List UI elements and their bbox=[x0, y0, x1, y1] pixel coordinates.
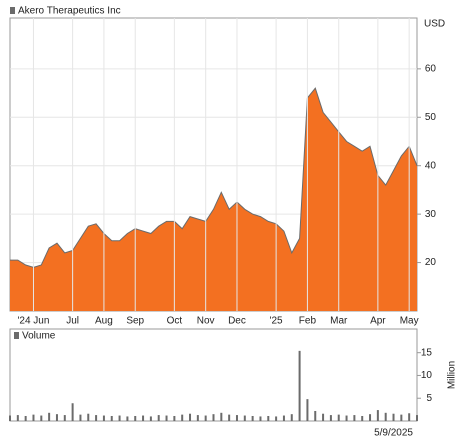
chart-title: Akero Therapeutics Inc bbox=[18, 6, 121, 17]
volume-bar bbox=[48, 412, 51, 421]
volume-bar bbox=[16, 415, 19, 421]
volume-bar bbox=[314, 410, 317, 421]
volume-bar bbox=[181, 414, 184, 421]
volume-bar bbox=[71, 403, 74, 421]
y-tick-label: 5 bbox=[426, 393, 432, 404]
volume-bar bbox=[408, 413, 411, 421]
x-tick-label: Jul bbox=[66, 316, 79, 327]
volume-bar bbox=[196, 415, 199, 421]
y-tick-label: 30 bbox=[425, 209, 437, 220]
volume-bar bbox=[110, 415, 113, 421]
volume-bar bbox=[165, 415, 168, 421]
volume-bar bbox=[157, 415, 160, 421]
volume-bar bbox=[55, 414, 58, 421]
volume-title: Volume bbox=[22, 331, 56, 342]
x-tick-label: May bbox=[400, 316, 419, 327]
title-marker bbox=[10, 7, 15, 14]
volume-bar bbox=[102, 415, 105, 421]
x-tick-label: Apr bbox=[370, 316, 386, 327]
volume-bar bbox=[204, 415, 207, 421]
y-tick-label: 20 bbox=[425, 257, 437, 268]
volume-bar bbox=[306, 399, 309, 421]
volume-bar bbox=[322, 413, 325, 421]
volume-bar bbox=[384, 412, 387, 421]
volume-bar bbox=[298, 350, 301, 421]
volume-marker bbox=[14, 332, 19, 339]
price-area bbox=[10, 88, 417, 311]
volume-bar bbox=[267, 415, 270, 421]
volume-bar bbox=[212, 414, 215, 421]
x-tick-label: Mar bbox=[330, 316, 348, 327]
y-axis-label: USD bbox=[424, 19, 445, 30]
volume-axis-label: Million bbox=[447, 361, 458, 389]
volume-bar bbox=[376, 410, 379, 421]
volume-bar bbox=[126, 416, 129, 421]
volume-bar bbox=[134, 415, 137, 421]
volume-bar bbox=[63, 415, 66, 421]
volume-bar bbox=[243, 415, 246, 421]
volume-bar bbox=[353, 415, 356, 421]
x-tick-label: Sep bbox=[126, 316, 144, 327]
x-tick-label: Nov bbox=[197, 316, 215, 327]
volume-bar bbox=[369, 414, 372, 421]
volume-bar bbox=[24, 415, 27, 421]
y-tick-label: 10 bbox=[421, 370, 433, 381]
x-tick-label: '25 bbox=[270, 316, 283, 327]
y-tick-label: 60 bbox=[425, 63, 437, 74]
x-tick-label: Feb bbox=[299, 316, 317, 327]
volume-bar bbox=[149, 416, 152, 421]
volume-bar bbox=[345, 415, 348, 421]
volume-bar bbox=[235, 415, 238, 421]
volume-bar bbox=[87, 413, 90, 421]
volume-bar bbox=[400, 414, 403, 421]
x-tick-label: '24 Jun bbox=[18, 316, 50, 327]
volume-bar bbox=[259, 416, 262, 421]
volume-bar bbox=[251, 415, 254, 421]
volume-bar bbox=[361, 415, 364, 421]
x-tick-label: Dec bbox=[228, 316, 246, 327]
volume-bar bbox=[337, 414, 340, 421]
volume-bar bbox=[142, 415, 145, 421]
volume-bar bbox=[40, 415, 43, 421]
price-line bbox=[10, 87, 418, 268]
volume-panel bbox=[9, 328, 418, 422]
volume-bar bbox=[275, 416, 278, 421]
volume-bar bbox=[95, 415, 98, 421]
volume-bar bbox=[189, 413, 192, 421]
volume-bar bbox=[9, 415, 11, 421]
volume-bar bbox=[32, 414, 35, 421]
y-tick-label: 15 bbox=[421, 347, 433, 358]
date-annotation: 5/9/2025 bbox=[374, 428, 413, 439]
volume-bar bbox=[173, 415, 176, 421]
volume-bar bbox=[118, 415, 121, 421]
x-tick-label: Oct bbox=[167, 316, 183, 327]
volume-bar bbox=[220, 412, 223, 421]
volume-bar bbox=[392, 413, 395, 421]
volume-bar bbox=[79, 414, 82, 421]
volume-bar bbox=[282, 415, 285, 421]
volume-bar bbox=[329, 415, 332, 421]
x-tick-label: Aug bbox=[95, 316, 113, 327]
volume-bar bbox=[228, 414, 231, 421]
volume-bar bbox=[290, 414, 293, 421]
y-tick-label: 40 bbox=[425, 160, 437, 171]
volume-bar bbox=[416, 415, 418, 421]
y-tick-label: 50 bbox=[425, 112, 437, 123]
